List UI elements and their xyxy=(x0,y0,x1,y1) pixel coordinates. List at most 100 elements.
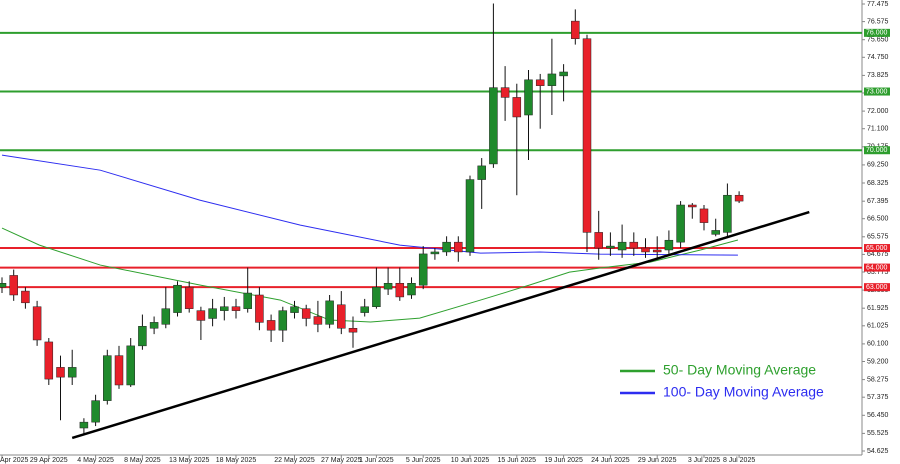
x-tick-label: 19 Jun 2025 xyxy=(544,457,583,464)
candle-body xyxy=(734,194,744,202)
candle-body xyxy=(231,306,241,311)
x-tick-label: 5 Jun 2025 xyxy=(406,457,441,464)
candle-body xyxy=(395,283,405,298)
y-tick-label: 73.825 xyxy=(867,72,889,79)
candle-body xyxy=(535,79,545,86)
level-label: 76.000 xyxy=(866,30,888,37)
x-tick-label: 4 May 2025 xyxy=(77,457,114,464)
candle-body xyxy=(243,292,252,309)
x-tick-label: 29 Jun 2025 xyxy=(638,457,677,464)
candle-body xyxy=(524,79,533,116)
level-tag xyxy=(864,87,890,96)
candle-body xyxy=(21,290,30,304)
candle-body xyxy=(652,249,662,253)
x-tick-label: 29 Apr 2025 xyxy=(30,457,68,464)
candle-body xyxy=(454,241,463,253)
candle-body xyxy=(255,294,264,323)
candle-body xyxy=(617,241,627,251)
candle-body xyxy=(126,345,135,386)
y-tick-label: 58.275 xyxy=(867,376,889,383)
candle-body xyxy=(56,367,65,378)
candle-body xyxy=(664,239,674,251)
candle-body xyxy=(360,306,369,313)
candle-body xyxy=(407,283,416,296)
candle-body xyxy=(325,300,334,325)
y-tick-label: 61.925 xyxy=(867,305,889,312)
candle-body xyxy=(465,179,475,253)
candle-body xyxy=(688,204,697,208)
y-tick-label: 57.375 xyxy=(867,394,889,401)
candle-body xyxy=(711,230,720,235)
candle-body xyxy=(348,327,358,333)
y-tick-label: 71.100 xyxy=(867,126,889,133)
candle-body xyxy=(103,355,112,401)
candle-body xyxy=(67,367,77,378)
legend-label: 50- Day Moving Average xyxy=(663,362,816,378)
x-tick-label: 18 May 2025 xyxy=(216,457,257,464)
moving-average xyxy=(1,154,738,256)
candle-body xyxy=(337,304,346,329)
candle-body xyxy=(723,194,732,233)
y-tick-label: 77.475 xyxy=(867,1,889,8)
y-tick-label: 61.025 xyxy=(867,323,889,330)
x-tick-label: 3 Jul 2025 xyxy=(688,457,720,464)
candle-body xyxy=(138,326,147,347)
level-label: 63.000 xyxy=(866,284,888,291)
candle-body xyxy=(477,165,486,180)
candle-body xyxy=(32,306,42,341)
candle-body xyxy=(9,275,18,296)
candle-body xyxy=(313,316,323,325)
candle-body xyxy=(290,306,299,313)
x-tick-label: 24 Jun 2025 xyxy=(591,457,630,464)
level-label: 70.000 xyxy=(866,147,888,154)
y-tick-label: 74.750 xyxy=(867,54,889,61)
candle-body xyxy=(196,310,206,321)
candle-body xyxy=(418,253,428,286)
candle-body xyxy=(559,71,568,77)
y-tick-label: 76.575 xyxy=(867,18,889,25)
y-tick-label: 69.250 xyxy=(867,162,889,169)
x-tick-label: 13 May 2025 xyxy=(169,457,210,464)
candle-body xyxy=(629,241,639,249)
candle-body xyxy=(301,308,311,319)
candle-body xyxy=(0,283,7,288)
level-label: 73.000 xyxy=(866,88,888,95)
x-tick-label: 10 Jun 2025 xyxy=(451,457,490,464)
candle-body xyxy=(91,400,100,423)
y-tick-label: 60.100 xyxy=(867,341,889,348)
candle-body xyxy=(442,241,451,253)
y-tick-label: 63.775 xyxy=(867,269,889,276)
x-tick-label: 27 May 2025 xyxy=(321,457,362,464)
candle-body xyxy=(500,87,510,98)
candle-body xyxy=(641,247,650,253)
x-tick-label: 8 May 2025 xyxy=(124,457,161,464)
level-tag xyxy=(864,146,890,155)
candle-body xyxy=(44,341,54,380)
candle-body xyxy=(699,208,709,223)
y-tick-label: 75.650 xyxy=(867,37,889,44)
trendline xyxy=(71,210,810,440)
x-tick-label: 15 Jun 2025 xyxy=(498,457,537,464)
x-tick-label: 1 Jun 2025 xyxy=(359,457,394,464)
y-tick-label: 65.575 xyxy=(867,234,889,241)
candle-body xyxy=(571,20,580,39)
level-label: 65.000 xyxy=(866,245,888,252)
level-label: 64.000 xyxy=(866,264,888,271)
candle-body xyxy=(489,87,498,165)
candle-body xyxy=(430,251,440,255)
candle-body xyxy=(372,286,381,307)
moving-average xyxy=(1,227,739,323)
y-tick-label: 56.450 xyxy=(867,412,889,419)
y-tick-label: 72.000 xyxy=(867,108,889,115)
x-tick-label: 22 May 2025 xyxy=(274,457,315,464)
x-tick-label: 8 Jul 2025 xyxy=(723,457,755,464)
level-tag xyxy=(864,263,890,272)
x-tick-label: Apr 2025 xyxy=(0,457,29,464)
y-tick-label: 67.395 xyxy=(867,198,889,205)
candle-body xyxy=(383,283,393,290)
candle-body xyxy=(79,421,89,429)
candle-body xyxy=(582,38,592,233)
y-tick-label: 55.525 xyxy=(867,430,889,437)
y-tick-label: 54.625 xyxy=(867,448,889,455)
